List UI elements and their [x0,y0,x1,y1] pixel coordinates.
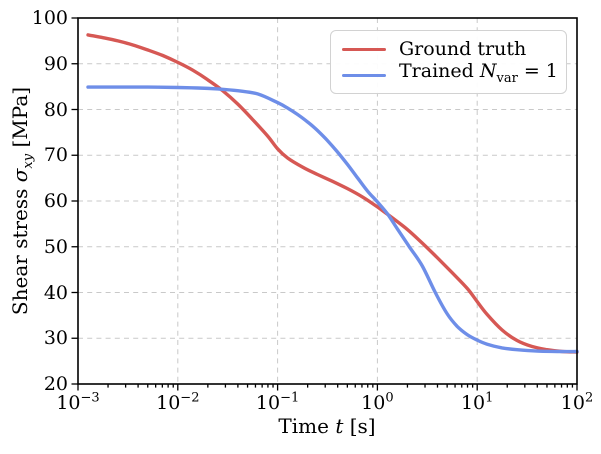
y-tick-label-80: 80 [43,98,68,121]
legend-entry-ground-truth: Ground truth [331,36,566,62]
legend: Ground truth Trained Nvar = 1 [330,30,567,94]
legend-label-ground-truth: Ground truth [399,38,527,60]
y-tick-label-40: 40 [43,281,68,304]
legend-line-sample-ground-truth [342,47,386,51]
legend-label-trained: Trained Nvar = 1 [399,58,558,92]
y-tick-label-20: 20 [43,373,68,395]
y-tick-label-60: 60 [43,190,68,212]
nvar-subscript: var [496,70,518,86]
y-tick-label-70: 70 [43,144,68,167]
x-axis-label-pre: Time [278,414,336,438]
series-line-trained [86,85,579,354]
nvar-variable: N [479,60,497,83]
x-tick-label-10e-2: 10−2 [156,390,200,414]
x-axis-label-post: [s] [343,414,376,438]
y-tick-label-30: 30 [43,327,68,350]
x-axis-label: Time t [s] [227,414,427,438]
sigma-symbol: σ [8,168,32,183]
sigma-subscript: xy [21,153,36,169]
y-axis-label-pre: Shear stress [8,182,32,316]
plot-frame [77,17,578,385]
legend-label-trained-pre: Trained [399,60,480,83]
y-tick-label-100: 100 [31,7,68,29]
axis-ticks [71,17,578,391]
legend-label-trained-post: = 1 [517,60,558,83]
x-tick-label-10e2: 102 [560,390,594,414]
time-variable: t [335,414,344,438]
x-tick-label-10e-3: 10−3 [56,390,100,414]
x-tick-label-10e0: 100 [361,390,394,414]
y-axis-label-post: [MPa] [8,86,32,154]
y-tick-label-90: 90 [43,52,68,75]
x-tick-label-10e1: 101 [460,390,494,414]
x-tick-label-10e-1: 10−1 [255,390,300,414]
y-tick-label-50: 50 [43,235,68,258]
legend-entry-trained: Trained Nvar = 1 [331,60,566,88]
series-line-ground-truth [86,33,579,354]
legend-line-sample-trained [342,73,386,77]
y-axis-label: Shear stress σxy [MPa] [8,31,36,371]
